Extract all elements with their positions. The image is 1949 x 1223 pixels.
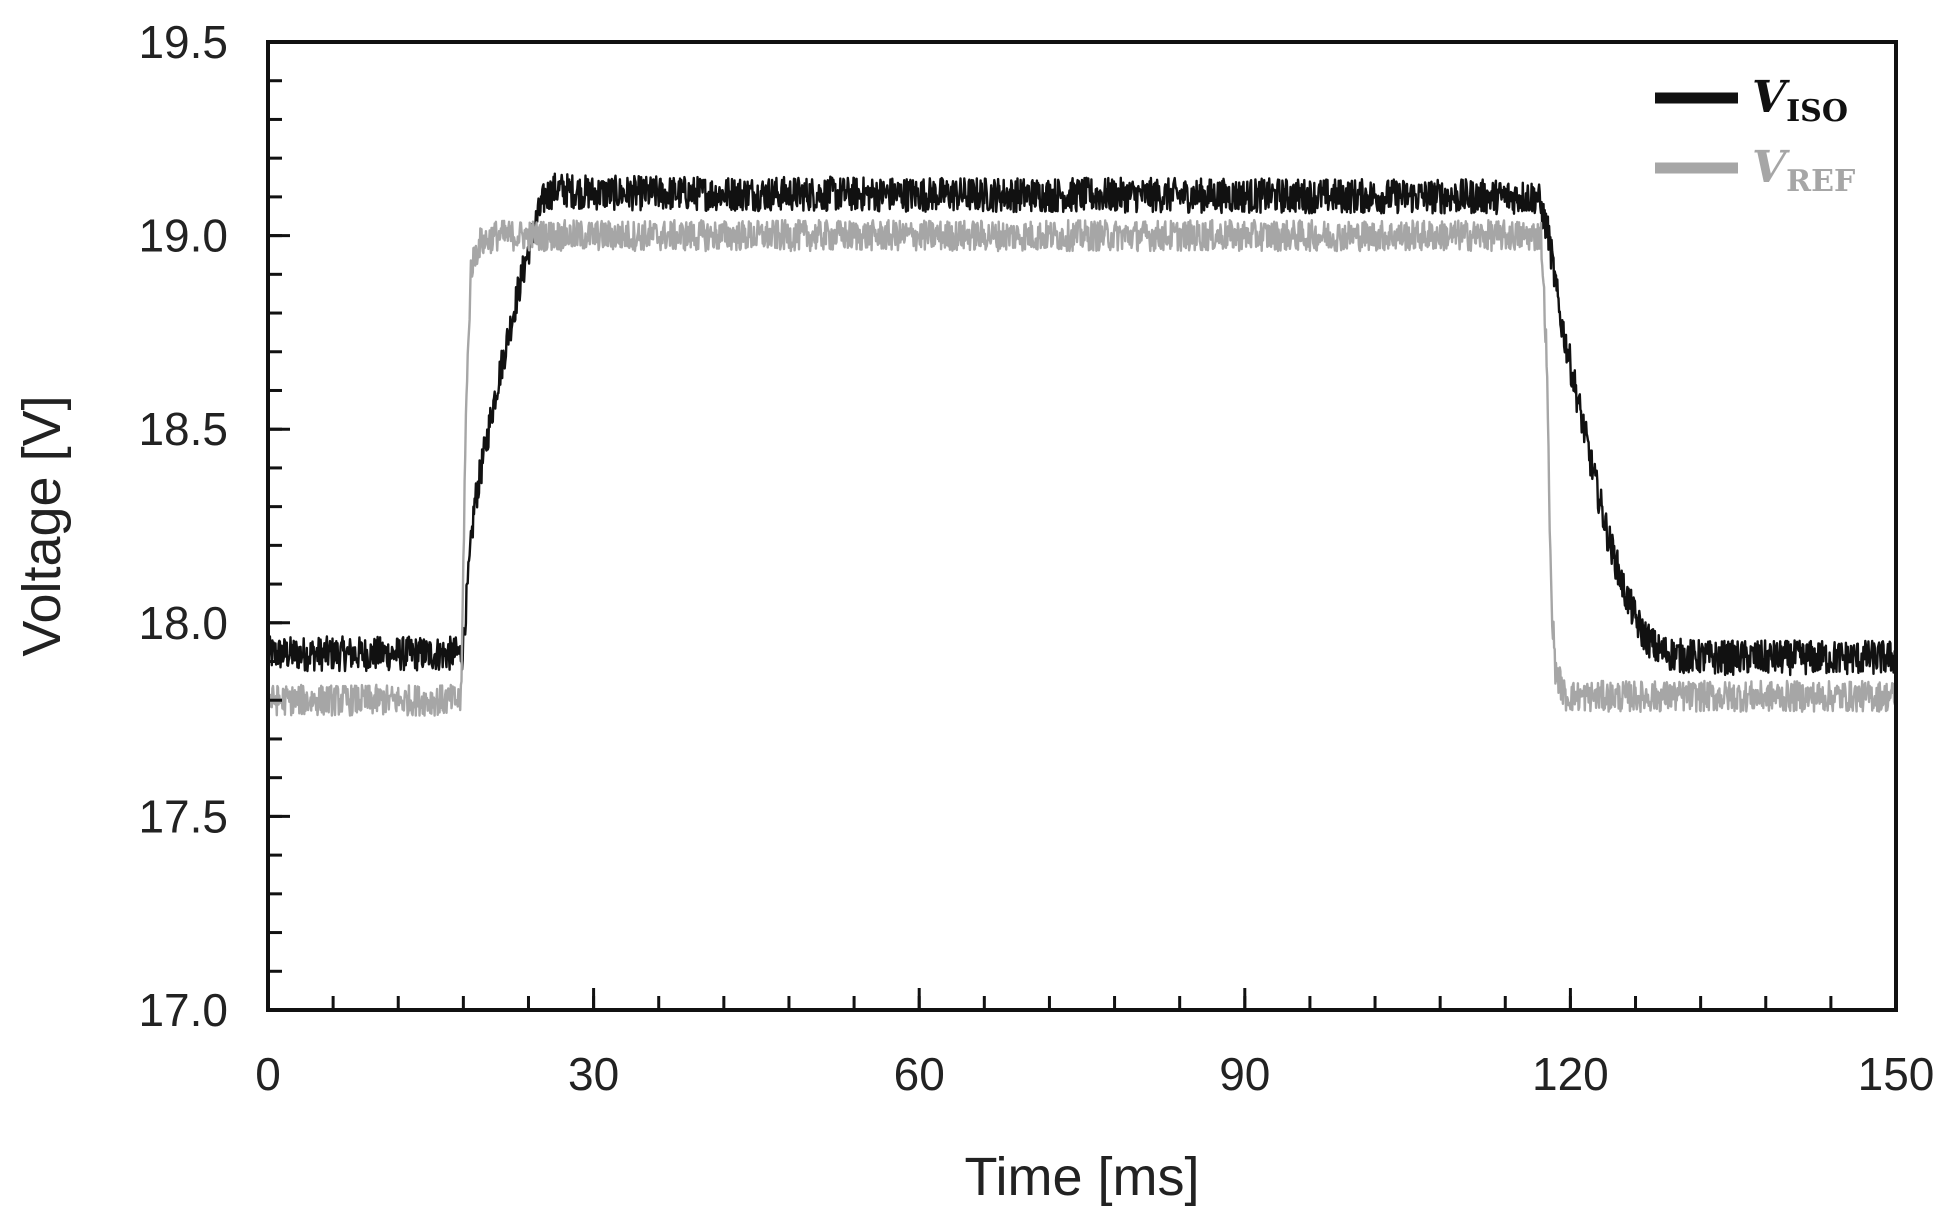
legend: VISO VREF bbox=[1655, 72, 1855, 199]
x-tick-label: 150 bbox=[1858, 1048, 1935, 1100]
series-line-iso bbox=[268, 172, 1896, 677]
y-tick-label: 18.0 bbox=[138, 597, 228, 649]
x-tick-label: 120 bbox=[1532, 1048, 1609, 1100]
y-axis-title: Voltage [V] bbox=[12, 395, 72, 656]
x-tick-label: 60 bbox=[894, 1048, 945, 1100]
x-axis-title: Time [ms] bbox=[965, 1147, 1200, 1207]
legend-label-iso: VISO bbox=[1752, 72, 1848, 129]
y-tick-label: 19.0 bbox=[138, 210, 228, 262]
legend-label-ref-subscript: REF bbox=[1786, 164, 1855, 199]
series-layer bbox=[268, 172, 1896, 717]
y-tick-label: 18.5 bbox=[138, 403, 228, 455]
series-line-ref bbox=[268, 218, 1896, 717]
legend-item-iso: VISO bbox=[1655, 72, 1848, 129]
y-tick-label: 17.5 bbox=[138, 790, 228, 842]
legend-label-ref: VREF bbox=[1752, 142, 1855, 199]
legend-item-ref: VREF bbox=[1655, 142, 1855, 199]
ticks-layer bbox=[266, 40, 1898, 1012]
y-tick-label: 17.0 bbox=[138, 984, 228, 1036]
y-tick-label: 19.5 bbox=[138, 16, 228, 68]
x-tick-label: 90 bbox=[1219, 1048, 1270, 1100]
plot-frame bbox=[266, 40, 1898, 1012]
labels-layer: 0 30 60 90 120 150 17.0 17.5 18.0 18.5 19.0 19.5 bbox=[138, 16, 1934, 1100]
legend-label-iso-subscript: ISO bbox=[1786, 94, 1848, 129]
x-tick-label: 30 bbox=[568, 1048, 619, 1100]
x-tick-label: 0 bbox=[255, 1048, 281, 1100]
legend-label-ref-name: V bbox=[1752, 142, 1790, 193]
legend-label-iso-name: V bbox=[1752, 72, 1790, 123]
